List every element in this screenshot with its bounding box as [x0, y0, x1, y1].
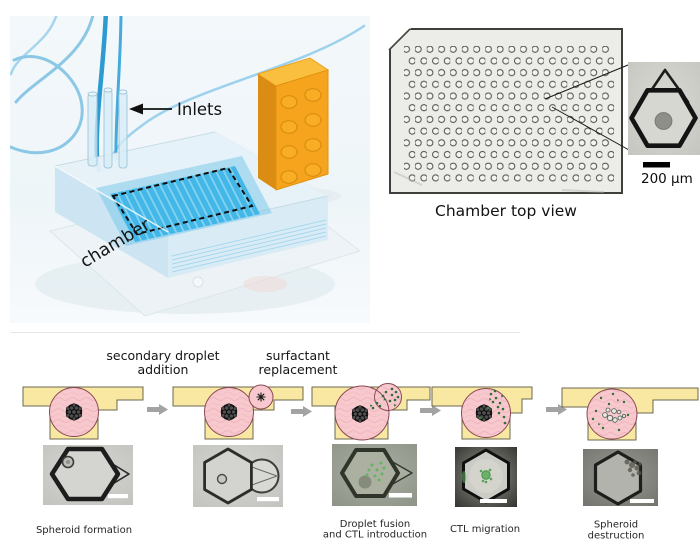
outlet-channels: [171, 219, 327, 273]
trap-dots: [404, 46, 614, 184]
inlets-annotation: Inlets: [129, 100, 222, 119]
stage-5-schematic: [561, 387, 699, 441]
step-annotation-1-line1: secondary droplet: [106, 348, 219, 363]
top-view-caption: Chamber top view: [435, 202, 577, 220]
stage-1-schematic: [22, 386, 144, 440]
stage-3-schematic: [311, 383, 431, 441]
brick-side-face: [258, 74, 276, 190]
stage-3-caption-line2: and CTL introduction: [323, 530, 427, 541]
micrograph-scale-bar: [257, 497, 279, 502]
spheroid-in-droplet: [216, 473, 228, 485]
ctl-cells: [591, 392, 630, 432]
stage-5-caption-line2: destruction: [588, 531, 645, 542]
workflow-panel: secondary droplet addition surfactant re…: [22, 348, 699, 542]
hexagonal-droplet: [203, 447, 253, 505]
droplet-outline: [204, 387, 254, 437]
step-arrow: [291, 406, 312, 417]
panel-separator: [10, 332, 520, 333]
step-arrow: [147, 404, 168, 415]
micrograph-scale-bar: [480, 499, 507, 503]
stage-2-schematic: [172, 384, 304, 440]
droplet-outline: [461, 388, 511, 438]
droplet-texture: [374, 383, 402, 411]
destroyed-spheroid-debris: [624, 459, 642, 477]
chamber-dashed-outline: [111, 166, 254, 236]
stage-3-caption-line1: Droplet fusion: [340, 519, 410, 530]
droplet-outline: [49, 387, 99, 437]
spheroid-debris: [602, 407, 627, 423]
ctl-cells: [370, 387, 400, 410]
chamber-array-image: [388, 28, 623, 194]
inset-connector-lines: [544, 64, 630, 151]
droplet-outline: [334, 385, 390, 441]
tubing-line: [14, 16, 95, 104]
lego-brick: [256, 57, 330, 191]
array-corner-cut: [388, 28, 411, 51]
stage-4-schematic: [431, 386, 533, 440]
trap-inset-image: [628, 62, 700, 155]
ctl-fluorescence: [479, 468, 493, 484]
hexagonal-droplet: [49, 446, 121, 502]
trapped-droplet: [654, 112, 673, 130]
chamber-trap-stripes: [110, 166, 260, 242]
hexagonal-droplet: [340, 448, 400, 498]
droplet-outline: [586, 388, 638, 440]
step-arrow: [420, 405, 441, 416]
stage-1-caption: Spheroid formation: [36, 525, 132, 536]
stage-4-caption: CTL migration: [450, 524, 520, 535]
top-view-panel: 200 µm Chamber top view: [388, 28, 700, 220]
micrograph-scale-bar: [108, 494, 128, 499]
step-annotation-2-line2: replacement: [259, 362, 338, 377]
chip-front-face: [55, 166, 168, 278]
ctl-cells: [478, 389, 507, 425]
inlet-ports: [87, 87, 128, 169]
stage-5-caption-line1: Spheroid: [594, 520, 638, 531]
ctl-cluster-icon: [256, 392, 266, 402]
step-annotations: secondary droplet addition surfactant re…: [106, 348, 337, 377]
brick-studs: [280, 88, 322, 184]
hexagonal-droplet: [593, 450, 643, 506]
inset-scale-bar: [643, 162, 670, 168]
inlet-tube-thin: [114, 16, 123, 162]
ctl-cluster: [481, 470, 491, 480]
tubing-line: [10, 55, 84, 155]
inlets-arrowhead: [129, 103, 143, 115]
micrograph-scale-bar: [389, 493, 412, 498]
stage-3-micrograph: [332, 444, 417, 506]
lobe-outline: [374, 383, 402, 411]
stage-1-micrograph: [43, 445, 133, 505]
micrograph-scale-bar: [630, 499, 654, 503]
inlets-label: Inlets: [177, 100, 222, 119]
step-annotation-1-line2: addition: [138, 362, 189, 377]
photo-panel: Inlets chamber: [10, 16, 370, 323]
step-annotation-2-line1: surfactant: [266, 348, 330, 363]
stage-2-micrograph: [193, 445, 283, 507]
ctl-fluorescence: [365, 461, 386, 482]
chip-right-face: [168, 196, 328, 278]
stage-captions: Spheroid formation Droplet fusion and CT…: [36, 519, 644, 542]
spheroid-shadow: [358, 475, 372, 489]
stage-5-micrograph: [583, 449, 658, 506]
tubing-line: [10, 16, 58, 76]
stage-4-micrograph: [455, 447, 517, 507]
inset-scale-label: 200 µm: [641, 171, 693, 187]
